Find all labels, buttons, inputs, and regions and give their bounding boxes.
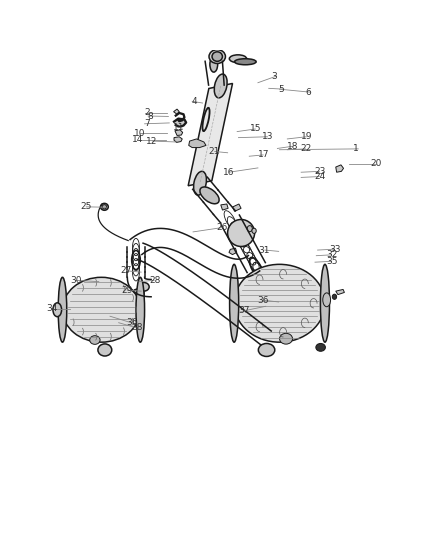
Ellipse shape (100, 204, 108, 211)
Text: 36: 36 (257, 296, 269, 305)
Ellipse shape (252, 228, 256, 233)
Text: 13: 13 (262, 132, 274, 141)
Text: 3: 3 (271, 72, 277, 80)
Polygon shape (188, 84, 233, 186)
Ellipse shape (58, 277, 67, 342)
Ellipse shape (90, 336, 100, 344)
Text: 18: 18 (287, 142, 299, 151)
Ellipse shape (228, 220, 254, 246)
Text: 23: 23 (314, 167, 325, 176)
Ellipse shape (323, 293, 331, 306)
Text: 38: 38 (132, 324, 143, 333)
Ellipse shape (53, 303, 62, 317)
Ellipse shape (209, 50, 226, 63)
Text: 26: 26 (217, 223, 228, 232)
Text: 22: 22 (300, 144, 311, 154)
Text: 29: 29 (121, 286, 133, 295)
Text: 4: 4 (192, 97, 198, 106)
Text: 30: 30 (70, 276, 81, 285)
Polygon shape (221, 204, 228, 210)
Ellipse shape (332, 294, 337, 300)
Text: 5: 5 (279, 85, 284, 94)
Polygon shape (233, 204, 241, 212)
Ellipse shape (230, 55, 247, 62)
Ellipse shape (279, 333, 293, 344)
Ellipse shape (210, 56, 218, 72)
Ellipse shape (247, 225, 252, 232)
Ellipse shape (321, 264, 329, 342)
Polygon shape (336, 165, 343, 172)
Ellipse shape (102, 205, 106, 209)
Text: 10: 10 (134, 129, 145, 138)
Text: 34: 34 (47, 304, 58, 313)
Text: 12: 12 (146, 136, 158, 146)
Text: 33: 33 (329, 245, 341, 254)
Ellipse shape (136, 277, 145, 342)
Ellipse shape (63, 277, 140, 342)
Text: 7: 7 (144, 119, 150, 128)
Text: 20: 20 (371, 159, 382, 168)
Polygon shape (174, 119, 186, 127)
Text: 19: 19 (301, 132, 313, 141)
Ellipse shape (200, 187, 219, 204)
Ellipse shape (98, 344, 112, 356)
Ellipse shape (138, 282, 149, 291)
Text: 15: 15 (250, 125, 261, 133)
Text: 31: 31 (258, 246, 270, 255)
Polygon shape (336, 289, 344, 295)
Polygon shape (189, 139, 206, 148)
Text: 8: 8 (148, 111, 153, 120)
Text: 32: 32 (326, 251, 338, 260)
Ellipse shape (214, 74, 227, 98)
Ellipse shape (212, 52, 223, 61)
Ellipse shape (234, 264, 325, 342)
Text: 35: 35 (326, 257, 338, 266)
Text: 25: 25 (80, 203, 92, 211)
Text: 37: 37 (239, 306, 250, 315)
Polygon shape (173, 109, 179, 114)
Text: 36: 36 (126, 318, 138, 327)
Text: 27: 27 (120, 266, 132, 276)
Text: 21: 21 (208, 147, 220, 156)
Text: 28: 28 (149, 276, 160, 285)
Text: 2: 2 (144, 109, 150, 117)
Text: 6: 6 (305, 88, 311, 96)
Text: 11: 11 (173, 123, 184, 132)
Polygon shape (175, 130, 183, 135)
Ellipse shape (234, 59, 256, 65)
Ellipse shape (132, 289, 144, 298)
Polygon shape (174, 137, 182, 142)
Text: 14: 14 (132, 135, 144, 144)
Ellipse shape (194, 171, 206, 195)
Ellipse shape (230, 264, 239, 342)
Text: 17: 17 (258, 150, 269, 159)
Ellipse shape (258, 343, 275, 357)
Text: 1: 1 (353, 144, 359, 154)
Text: 24: 24 (314, 172, 325, 181)
Text: 16: 16 (223, 168, 234, 177)
Ellipse shape (316, 343, 325, 351)
Polygon shape (229, 248, 237, 255)
